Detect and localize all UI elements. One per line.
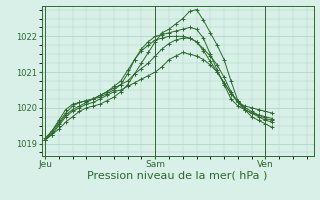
X-axis label: Pression niveau de la mer( hPa ): Pression niveau de la mer( hPa ): [87, 171, 268, 181]
